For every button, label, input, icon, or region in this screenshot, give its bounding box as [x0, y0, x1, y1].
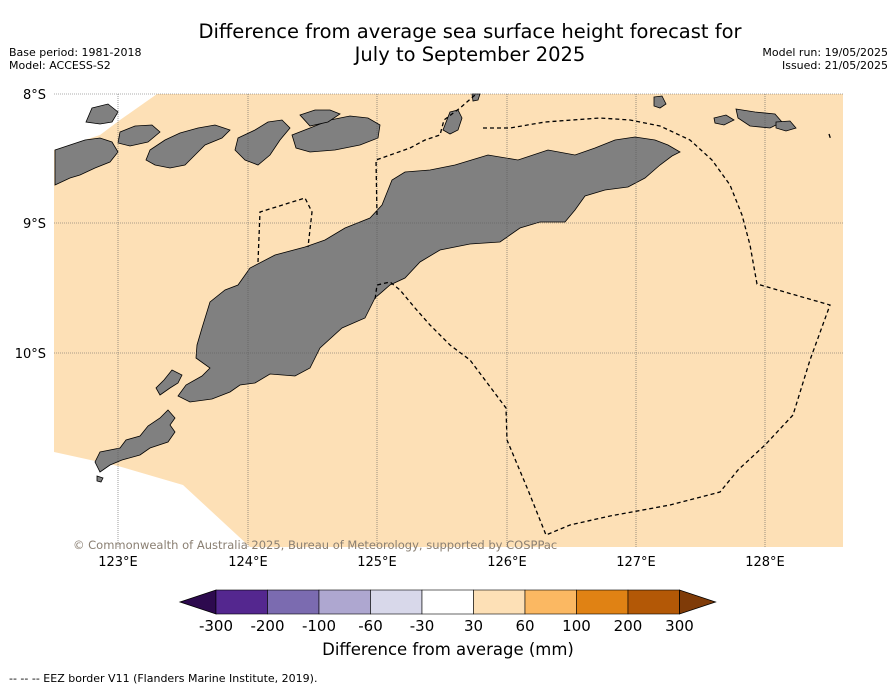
- land-semau: [155, 369, 183, 396]
- colorbar-segment: [421, 589, 474, 615]
- lat-label-9s: 9°S: [23, 217, 46, 232]
- colorbar-segment: [473, 589, 526, 615]
- colorbar-segment: [215, 589, 268, 615]
- colorbar-tick-label: -100: [302, 617, 336, 635]
- lon-label-126e: 126°E: [487, 555, 527, 570]
- colorbar-tick-label: -60: [358, 617, 383, 635]
- land-solor: [117, 124, 161, 147]
- title-line-1: Difference from average sea surface heig…: [198, 20, 742, 43]
- eez-border: [257, 94, 832, 536]
- lat-label-10s: 10°S: [15, 347, 46, 362]
- colorbar-segment: [318, 589, 371, 615]
- colorbar-tick-label: -300: [199, 617, 233, 635]
- title-line-2: July to September 2025: [354, 43, 586, 66]
- land-islet-6: [96, 475, 104, 483]
- land-pantar: [234, 119, 291, 166]
- colorbar-segment: [524, 589, 577, 615]
- colorbar-segment: [370, 589, 423, 615]
- lon-label-123e: 123°E: [98, 555, 138, 570]
- base-period: Base period: 1981-2018: [9, 46, 142, 59]
- colorbar: -300 -200 -100 -60 -30 30 60 100 200 300: [178, 589, 717, 635]
- colorbar-extend-low: [178, 589, 217, 615]
- issued-date: Issued: 21/05/2025: [781, 59, 888, 72]
- lon-label-124e: 124°E: [228, 555, 268, 570]
- land-islet-1: [653, 95, 667, 109]
- lon-label-128e: 128°E: [745, 555, 785, 570]
- lon-label-125e: 125°E: [357, 555, 397, 570]
- colorbar-tick-label: 200: [614, 617, 643, 635]
- colorbar-tick-label: -200: [250, 617, 284, 635]
- land-flores-east: [54, 137, 119, 186]
- meta-left: Base period: 1981-2018 Model: ACCESS-S2: [9, 46, 141, 72]
- colorbar-segment: [627, 589, 680, 615]
- meta-right: Model run: 19/05/2025 Issued: 21/05/2025: [762, 46, 888, 72]
- colorbar-tick-label: 60: [515, 617, 534, 635]
- land-islet-4: [775, 120, 797, 132]
- colorbar-label: Difference from average (mm): [322, 640, 574, 659]
- map-title: Difference from average sea surface heig…: [0, 20, 896, 66]
- land-timor: [177, 136, 681, 403]
- land-rote: [94, 409, 176, 473]
- colorbar-tick-label: 300: [665, 617, 694, 635]
- colorbar-segment: [267, 589, 320, 615]
- colorbar-tick-label: 30: [464, 617, 483, 635]
- colorbar-tick-label: -30: [410, 617, 435, 635]
- eez-legend-note: -- -- -- EEZ border V11 (Flanders Marine…: [9, 672, 318, 685]
- map-panel: [54, 93, 843, 547]
- land-adonara: [145, 124, 231, 169]
- land-islet-2: [713, 114, 735, 126]
- graticule: [54, 93, 843, 547]
- colorbar-extend-high: [679, 589, 717, 615]
- copyright-notice: © Commonwealth of Australia 2025, Bureau…: [73, 538, 558, 552]
- lon-label-127e: 127°E: [616, 555, 656, 570]
- model-run: Model run: 19/05/2025: [762, 46, 888, 59]
- ocean-anomaly-fill: [54, 94, 843, 547]
- lat-label-8s: 8°S: [23, 88, 46, 103]
- colorbar-tick-label: 100: [562, 617, 591, 635]
- land-lembata: [85, 103, 119, 125]
- land-wetar-west: [299, 109, 341, 127]
- model-name: Model: ACCESS-S2: [9, 59, 111, 72]
- colorbar-segment: [576, 589, 629, 615]
